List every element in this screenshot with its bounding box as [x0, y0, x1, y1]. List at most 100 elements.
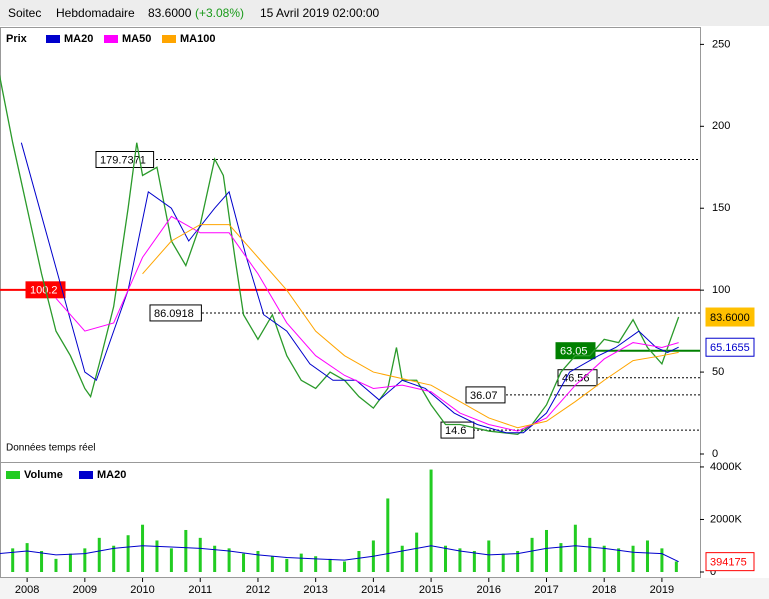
y-tick-label: 150 [712, 202, 730, 214]
x-tick-label: 2018 [592, 584, 616, 596]
volume-bar [213, 545, 217, 572]
x-tick-label: 2011 [188, 584, 212, 596]
header-change: (+3.08%) [195, 6, 244, 20]
volume-bar [169, 548, 173, 572]
volume-bar [400, 545, 404, 572]
volume-bar [631, 545, 635, 572]
x-tick-label: 2016 [477, 584, 501, 596]
x-tick-label: 2009 [73, 584, 97, 596]
volume-bar [559, 543, 563, 572]
legend-swatch [79, 471, 93, 479]
volume-bar [357, 550, 361, 572]
level-label: 100.2 [30, 285, 58, 297]
volume-bar [343, 561, 347, 572]
series-line [0, 74, 680, 436]
volume-bar [458, 548, 462, 572]
series-line [0, 545, 679, 563]
x-tick-label: 2017 [534, 584, 558, 596]
series-line [55, 215, 679, 432]
volume-bar [285, 558, 289, 572]
legend-label: MA20 [97, 469, 126, 481]
last-value-box [705, 337, 755, 357]
stock-name: Soitec [8, 6, 41, 20]
y-tick-label: 250 [712, 38, 730, 50]
volume-bar [299, 553, 303, 572]
volume-bar [112, 545, 116, 572]
header-date: 15 Avril 2019 02:00:00 [260, 6, 380, 20]
volume-bar [444, 545, 448, 572]
legend-label: Volume [24, 469, 63, 481]
x-tick-label: 2015 [419, 584, 443, 596]
legend-label: Prix [6, 33, 28, 45]
header-price: 83.6000 [148, 6, 192, 20]
x-tick-label: 2008 [15, 584, 39, 596]
volume-bar [544, 529, 548, 572]
volume-bar [83, 548, 87, 572]
volume-bar [530, 537, 534, 572]
volume-bar [155, 540, 159, 572]
volume-bar [126, 535, 130, 572]
volume-bar [602, 545, 606, 572]
period: Hebdomadaire [56, 6, 135, 20]
y-tick-label: 4000K [710, 461, 742, 473]
level-label: 14.6 [445, 425, 466, 437]
legend-label: MA20 [64, 33, 93, 45]
volume-bar [501, 553, 505, 572]
y-tick-label: 2000K [710, 513, 742, 525]
level-label: 63.05 [560, 346, 588, 358]
level-label: 86.0918 [154, 308, 194, 320]
volume-bar [141, 524, 145, 572]
volume-bar [25, 543, 29, 572]
volume-bar [472, 550, 476, 572]
volume-panel [0, 462, 701, 578]
volume-bar [40, 550, 44, 572]
volume-bar [573, 524, 577, 572]
y-tick-label: 0 [710, 566, 716, 578]
volume-bar [429, 469, 433, 572]
volume-bar [386, 498, 390, 572]
note: Données temps réel [6, 443, 96, 454]
x-tick-label: 2019 [650, 584, 674, 596]
volume-bar [270, 556, 274, 572]
legend-label: MA100 [180, 33, 215, 45]
level-label-box [149, 304, 202, 322]
y-tick-label: 100 [712, 284, 730, 296]
level-label: 46.56 [562, 373, 590, 385]
legend-swatch [6, 471, 20, 479]
x-tick-label: 2012 [246, 584, 270, 596]
price-panel [0, 27, 701, 463]
legend-swatch [162, 35, 176, 43]
volume-bar [674, 561, 678, 572]
last-value-box [705, 552, 755, 572]
volume-bar [415, 532, 419, 572]
volume-bar [660, 548, 664, 572]
last-value-label: 83.6000 [710, 312, 750, 324]
volume-bar [588, 537, 592, 572]
x-tick-label: 2010 [130, 584, 154, 596]
volume-bar [198, 537, 202, 572]
x-axis-strip [0, 578, 769, 599]
level-label-box [465, 386, 506, 404]
last-value-label: 394175 [710, 557, 747, 569]
y-tick-label: 200 [712, 120, 730, 132]
x-tick-label: 2013 [303, 584, 327, 596]
volume-bar [256, 550, 260, 572]
volume-bar [328, 558, 332, 572]
legend-label: MA50 [122, 33, 151, 45]
volume-bar [184, 529, 188, 572]
volume-bar [645, 540, 649, 572]
volume-bar [242, 553, 246, 572]
volume-bar [54, 558, 58, 572]
series-line [20, 142, 679, 434]
header-bar [0, 0, 769, 26]
volume-bar [487, 540, 491, 572]
last-value-label: 65.1655 [710, 342, 750, 354]
x-tick-label: 2014 [361, 584, 385, 596]
level-label: 36.07 [470, 390, 498, 402]
y-tick-label: 50 [712, 366, 724, 378]
volume-bar [227, 548, 231, 572]
legend-swatch [104, 35, 118, 43]
volume-bar [11, 548, 15, 572]
volume-bar [97, 537, 101, 572]
